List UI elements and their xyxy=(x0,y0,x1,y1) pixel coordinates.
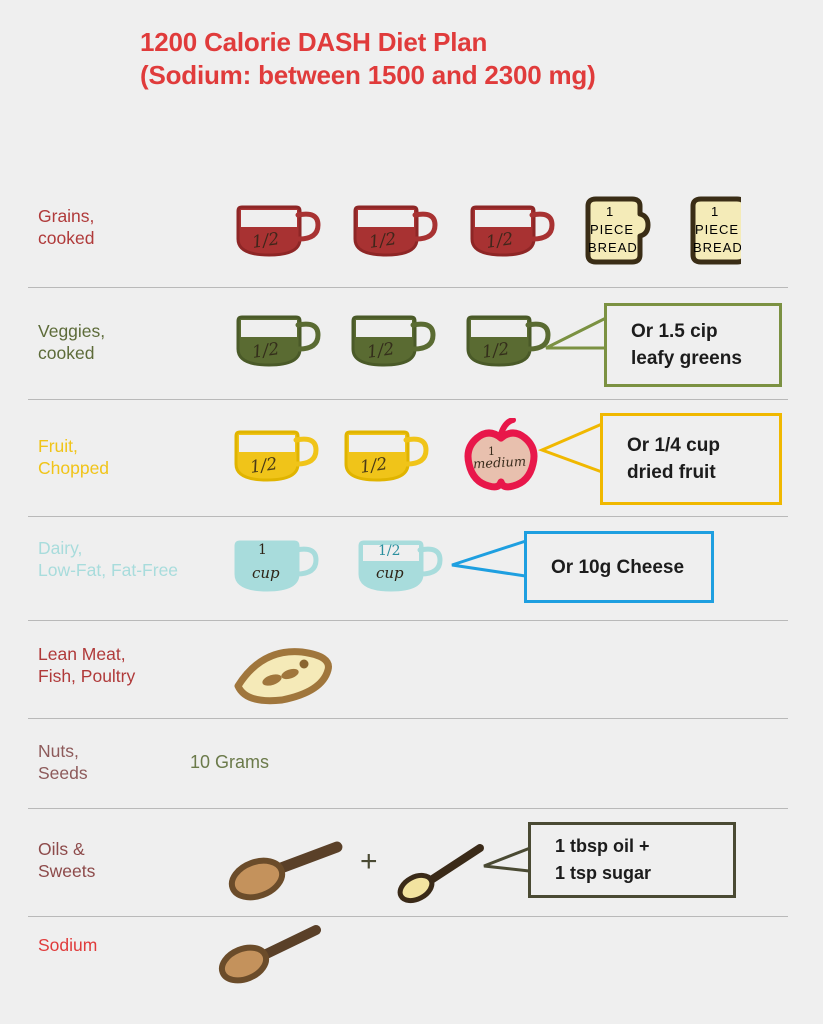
row-label-veggies: Veggies, cooked xyxy=(38,320,105,364)
row-label-dairy-line1: Dairy, xyxy=(38,538,83,558)
grains-bread-1-line2: PIECE xyxy=(590,222,635,237)
fruit-apple-line1: 1 xyxy=(488,445,495,458)
row-label-fruit: Fruit, Chopped xyxy=(38,435,109,479)
separator-after-oils xyxy=(28,916,788,917)
fruit-callout-text: Or 1/4 cup dried fruit xyxy=(627,435,720,483)
row-label-veggies-line2: cooked xyxy=(38,343,95,363)
page-title: 1200 Calorie DASH Diet Plan (Sodium: bet… xyxy=(140,26,780,92)
row-label-meat: Lean Meat, Fish, Poultry xyxy=(38,643,135,687)
row-label-nuts-line1: Nuts, xyxy=(38,741,79,761)
row-label-meat-line2: Fish, Poultry xyxy=(38,666,136,686)
grains-cup-2: 1/2 xyxy=(347,195,443,265)
grains-bread-1: 1 PIECE BREAD xyxy=(578,192,658,272)
oils-tablespoon-icon xyxy=(225,835,355,910)
row-label-nuts-line2: Seeds xyxy=(38,763,88,783)
row-label-oils-line1: Oils & xyxy=(38,839,85,859)
row-label-fruit-line2: Chopped xyxy=(38,458,110,478)
row-label-nuts: Nuts, Seeds xyxy=(38,740,88,784)
row-label-veggies-line1: Veggies, xyxy=(38,321,106,341)
row-label-oils: Oils & Sweets xyxy=(38,838,95,882)
oils-teaspoon-icon xyxy=(392,838,502,913)
veggies-callout-tail xyxy=(545,314,611,350)
row-label-oils-line2: Sweets xyxy=(38,861,96,881)
fruit-callout-tail xyxy=(537,422,603,474)
grains-bread-2: 1 PIECE BREAD xyxy=(683,192,741,272)
veggies-cup-1: 1/2 xyxy=(230,305,326,375)
grains-cup-3: 1/2 xyxy=(464,195,560,265)
dairy-cup-1: 1 cup xyxy=(228,530,324,600)
row-label-sodium-line1: Sodium xyxy=(38,935,98,955)
row-label-grains-line1: Grains, xyxy=(38,206,95,226)
veggies-callout-text: Or 1.5 cip leafy greens xyxy=(631,321,742,369)
nuts-amount-text: 10 Grams xyxy=(190,752,270,772)
title-line-1: 1200 Calorie DASH Diet Plan xyxy=(140,27,488,57)
veggies-callout: Or 1.5 cip leafy greens xyxy=(604,303,782,387)
fruit-callout: Or 1/4 cup dried fruit xyxy=(600,413,782,505)
meat-fish-icon xyxy=(232,640,342,715)
veggies-cup-2: 1/2 xyxy=(345,305,441,375)
fruit-cup-1: 1/2 xyxy=(228,420,324,490)
separator-after-grains xyxy=(28,287,788,288)
oils-callout-text: 1 tbsp oil + 1 tsp sugar xyxy=(555,836,652,883)
row-label-fruit-line1: Fruit, xyxy=(38,436,78,456)
sodium-spoon-icon xyxy=(212,918,342,993)
grains-bread-2-line2: PIECE xyxy=(695,222,740,237)
oils-callout: 1 tbsp oil + 1 tsp sugar xyxy=(528,822,736,898)
row-label-meat-line1: Lean Meat, xyxy=(38,644,126,664)
dairy-callout-text: Or 10g Cheese xyxy=(551,556,685,578)
dairy-callout: Or 10g Cheese xyxy=(524,531,714,603)
separator-after-veggies xyxy=(28,399,788,400)
title-line-2: (Sodium: between 1500 and 2300 mg) xyxy=(140,60,596,90)
row-label-dairy-line2: Low-Fat, Fat-Free xyxy=(38,560,179,580)
row-label-dairy: Dairy, Low-Fat, Fat-Free xyxy=(38,537,178,581)
row-label-grains: Grains, cooked xyxy=(38,205,94,249)
grains-bread-1-line1: 1 xyxy=(606,204,614,219)
fruit-cup-2: 1/2 xyxy=(338,420,434,490)
veggies-cup-3: 1/2 xyxy=(460,305,556,375)
row-label-sodium: Sodium xyxy=(38,934,97,956)
grains-bread-2-line1: 1 xyxy=(711,204,719,219)
dairy-cup-2: 1/2 cup xyxy=(352,530,448,600)
grains-cup-1: 1/2 xyxy=(230,195,326,265)
grains-bread-2-line3: BREAD xyxy=(693,240,741,255)
separator-after-fruit xyxy=(28,516,788,517)
grains-bread-1-line3: BREAD xyxy=(588,240,638,255)
row-label-grains-line2: cooked xyxy=(38,228,95,248)
separator-after-meat xyxy=(28,718,788,719)
separator-after-nuts xyxy=(28,808,788,809)
fruit-apple-line2: medium xyxy=(472,454,527,473)
separator-after-dairy xyxy=(28,620,788,621)
fruit-apple-icon: 1 medium xyxy=(455,417,547,498)
oils-plus-sign: + xyxy=(360,845,378,878)
dairy-callout-tail xyxy=(451,537,533,579)
